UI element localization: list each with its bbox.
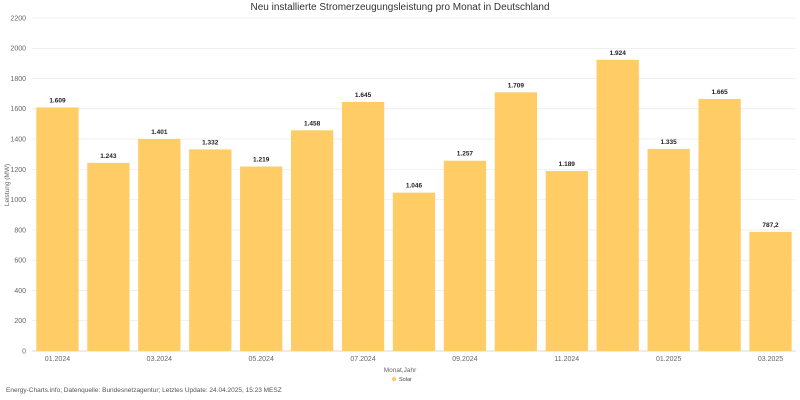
bar-08.2024[interactable] <box>392 192 436 351</box>
bar-07.2024[interactable] <box>341 102 385 351</box>
y-tick-label: 1000 <box>10 197 26 204</box>
bar-01.2024[interactable] <box>36 107 79 352</box>
x-tick-label: 03.2025 <box>758 356 783 363</box>
bar-04.2024[interactable] <box>189 149 232 351</box>
bar-05.2024[interactable] <box>240 166 283 351</box>
x-tick-label: 01.2024 <box>45 356 70 363</box>
x-tick-label: 07.2024 <box>350 356 375 363</box>
x-tick-label: 05.2024 <box>249 356 274 363</box>
data-label-12.2024: 1.924 <box>610 50 627 57</box>
bar-10.2024[interactable] <box>494 92 538 351</box>
x-tick-label: 09.2024 <box>452 356 477 363</box>
chart-title: Neu installierte Stromerzeugungsleistung… <box>250 2 549 13</box>
x-axis-label: Monat,Jahr <box>384 367 417 374</box>
y-axis-ticks: 0 200 400 600 800 1000 1200 1400 1600 1800 2000 220… <box>10 15 26 355</box>
y-axis-label: Leistung (MW) <box>4 164 11 206</box>
bar-02.2025[interactable] <box>698 98 741 351</box>
legend[interactable]: Solar <box>391 376 412 383</box>
x-tick-label: 01.2025 <box>656 356 681 363</box>
data-label-03.2024: 1.401 <box>151 129 168 136</box>
data-label-03.2025: 787,2 <box>762 222 779 229</box>
x-axis-ticks: 01.2024 03.2024 05.2024 07.2024 09.2024 11.20… <box>45 356 783 363</box>
x-tick-label: 03.2024 <box>147 356 172 363</box>
data-label-01.2025: 1.335 <box>661 139 678 146</box>
bar-06.2024[interactable] <box>290 130 334 351</box>
data-label-05.2024: 1.219 <box>253 156 270 163</box>
y-tick-label: 2200 <box>10 15 26 22</box>
bar-12.2024[interactable] <box>596 59 639 351</box>
y-tick-label: 200 <box>14 318 26 325</box>
data-label-02.2025: 1.665 <box>711 89 728 96</box>
bar-01.2025[interactable] <box>647 148 690 351</box>
bar-02.2024[interactable] <box>87 162 130 351</box>
data-label-11.2024: 1.189 <box>559 161 576 168</box>
data-label-09.2024: 1.257 <box>457 151 474 158</box>
bar-03.2024[interactable] <box>138 138 181 351</box>
data-label-07.2024: 1.645 <box>355 92 372 99</box>
y-tick-label: 600 <box>14 258 26 265</box>
y-tick-label: 1200 <box>10 167 26 174</box>
data-label-08.2024: 1.046 <box>406 183 423 190</box>
bar-11.2024[interactable] <box>545 171 588 351</box>
bar-09.2024[interactable] <box>443 160 487 351</box>
y-tick-label: 0 <box>22 348 26 355</box>
y-tick-label: 800 <box>14 227 26 234</box>
bar-03.2025[interactable] <box>749 231 792 351</box>
data-label-04.2024: 1.332 <box>202 139 219 146</box>
data-label-06.2024: 1.458 <box>304 120 321 127</box>
legend-marker-solar <box>391 376 397 382</box>
y-tick-label: 400 <box>14 288 26 295</box>
y-tick-label: 2000 <box>10 46 26 53</box>
y-tick-label: 1800 <box>10 76 26 83</box>
legend-label-solar: Solar <box>399 377 412 383</box>
y-tick-label: 1600 <box>10 106 26 113</box>
bars <box>36 59 792 352</box>
data-labels: 1.609 1.243 1.401 1.332 1.219 1.458 1.645 1.046… <box>49 50 779 229</box>
data-label-10.2024: 1.709 <box>508 82 525 89</box>
source-note: Energy-Charts.info; Datenquelle: Bundesn… <box>6 387 282 394</box>
y-tick-label: 1400 <box>10 136 26 143</box>
x-tick-label: 11.2024 <box>554 356 579 363</box>
data-label-01.2024: 1.609 <box>49 97 66 104</box>
data-label-02.2024: 1.243 <box>100 153 117 160</box>
